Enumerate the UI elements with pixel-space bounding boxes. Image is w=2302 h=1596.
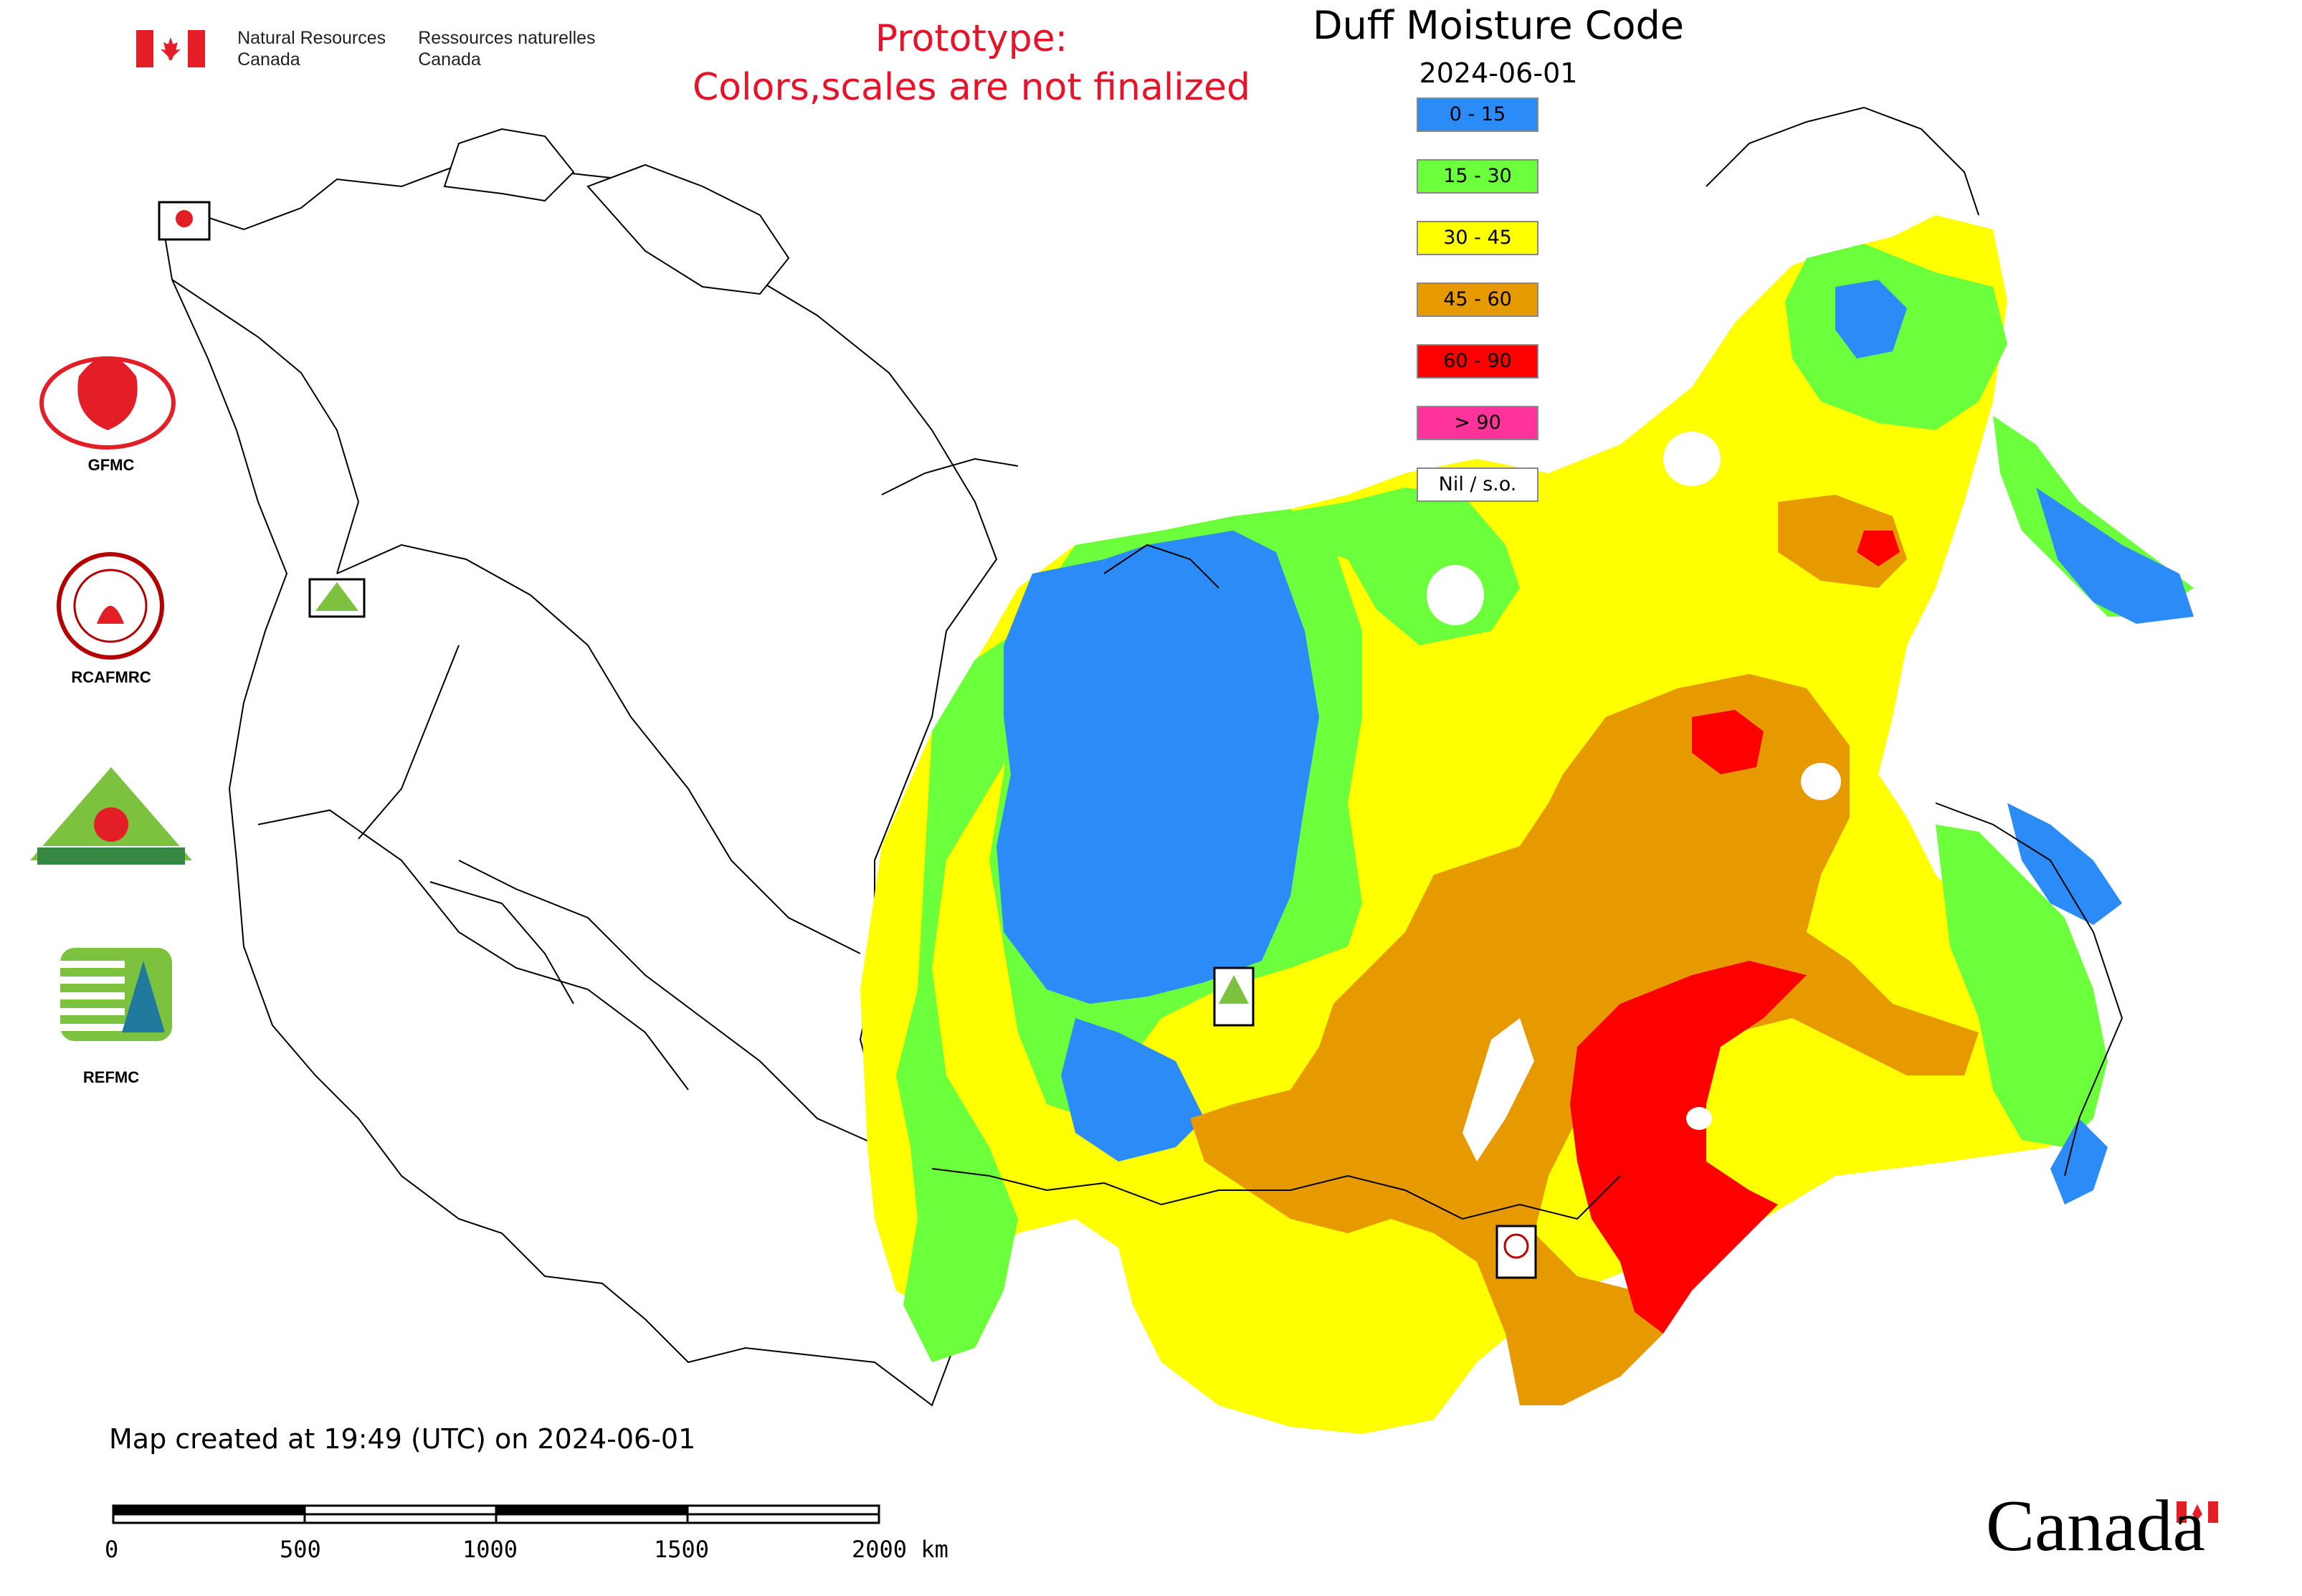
org-en-line1: Natural Resources (237, 28, 386, 48)
logo-refmc-icon (60, 948, 172, 1041)
prototype-line2: Colors,scales are not finalized (692, 66, 1251, 109)
legend-item: 15 - 30 (1417, 159, 1538, 194)
logo-reefmc-icon (30, 767, 192, 866)
prototype-line1: Prototype: (875, 17, 1068, 60)
map-markers (158, 201, 1537, 1279)
org-en-line2: Canada (237, 49, 300, 70)
scale-label-2000: 2000 km (852, 1536, 948, 1563)
canada-wordmark-flag-icon (2177, 1501, 2218, 1523)
logo-label-reefmc: REEFMC (80, 871, 142, 887)
logo-label-rcafmrc: RCAFMRC (71, 668, 151, 686)
legend-item: 45 - 60 (1417, 282, 1538, 317)
logo-label-refmc: REFMC (82, 1068, 140, 1086)
logo-label-gfmc: GFMC (87, 456, 135, 474)
legend-title: Duff Moisture Code (1313, 3, 1684, 48)
dmc-raster (860, 215, 2194, 1434)
canada-wordmark: Canada (1986, 1486, 2205, 1567)
logo-gfmc-icon (39, 356, 176, 450)
scale-label-0: 0 (105, 1536, 119, 1563)
logo-rcafmrc-icon (57, 552, 164, 660)
legend-item: 0 - 15 (1417, 98, 1538, 132)
legend-item: 30 - 45 (1417, 221, 1538, 255)
org-name-en: Natural Resources Canada (237, 27, 386, 70)
scale-label-500: 500 (280, 1536, 321, 1563)
nrcan-signature: Natural Resources Canada Ressources natu… (136, 27, 596, 70)
legend-date: 2024-06-01 (1419, 57, 1578, 89)
country-outlines (163, 128, 1019, 1407)
org-fr-line1: Ressources naturelles (418, 28, 596, 48)
admin-borders (931, 106, 2123, 1220)
org-fr-line2: Canada (418, 49, 481, 70)
org-name-fr: Ressources naturelles Canada (418, 27, 595, 70)
canada-flag-icon (136, 30, 205, 67)
legend-item: Nil / s.o. (1417, 467, 1538, 502)
scale-bar (112, 1504, 880, 1524)
map-created-text: Map created at 19:49 (UTC) on 2024-06-01 (109, 1423, 696, 1455)
scale-label-1500: 1500 (654, 1536, 710, 1563)
scale-label-1000: 1000 (462, 1536, 518, 1563)
legend-item: 60 - 90 (1417, 344, 1538, 379)
prototype-notice: Prototype: Colors,scales are not finaliz… (631, 14, 1312, 112)
legend-item: > 90 (1417, 406, 1538, 440)
